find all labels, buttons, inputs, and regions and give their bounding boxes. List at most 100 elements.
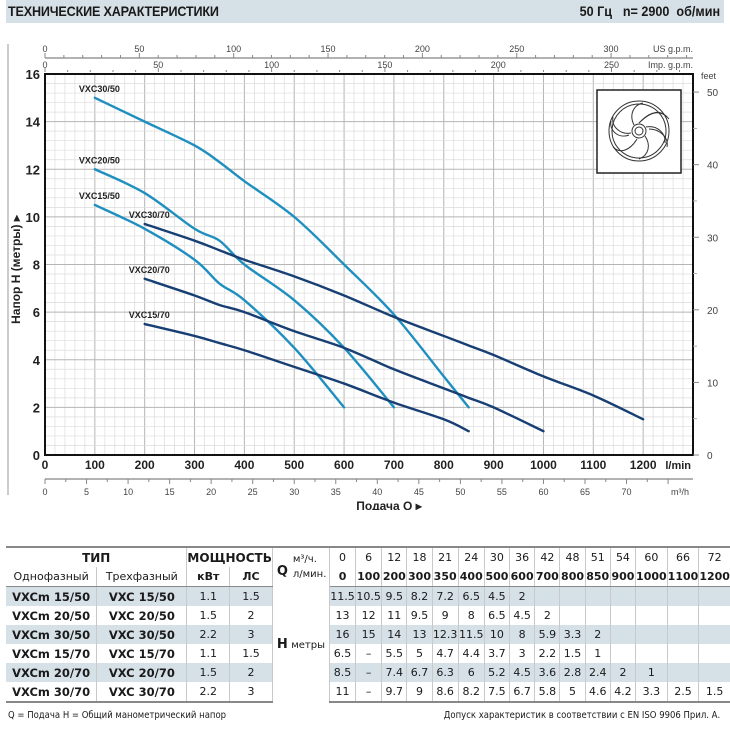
curve-label: VXC20/70 (129, 265, 170, 275)
head-value: 13 (329, 606, 357, 625)
head-value: 9.5 (406, 606, 433, 625)
q-m3h-value: 18 (406, 546, 433, 567)
feet-tick-label: 0 (707, 451, 713, 462)
curve-label: VXC20/50 (79, 155, 120, 165)
power-kw: 1.5 (186, 606, 231, 625)
x-tick-label: 900 (484, 458, 504, 472)
q-lmin-value: 800 (559, 567, 586, 587)
single-phase-model: VXCm 20/50 (6, 606, 98, 625)
q-m3h-value: 12 (381, 546, 408, 567)
table-row: VXCm 30/50 VXC 30/50 2.2 3 16 15 14 13 12.3 11.5 1… (6, 625, 730, 644)
q-lmin-value: 200 (381, 567, 408, 587)
us-gpm-tick-label: 50 (134, 44, 144, 54)
table-row: VXCm 15/70 VXC 15/70 1.1 1.5 6.5–5.5 5 4.7 4.4 3… (6, 644, 730, 663)
head-value: 6.5 (458, 586, 485, 606)
head-value: 5 (559, 682, 586, 703)
power-hp: 1.5 (229, 586, 273, 606)
head-value: 8.5 (329, 663, 357, 682)
m3h-tick-label: 50 (455, 487, 465, 497)
head-value: 2 (610, 663, 637, 682)
x-tick-label: 1000 (530, 458, 557, 472)
x-tick-label: 100 (85, 458, 105, 472)
us-gpm-unit-label: US g.p.m. (653, 44, 693, 54)
head-value: 9.7 (381, 682, 408, 703)
imp-gpm-tick-label: 200 (491, 60, 506, 70)
footer-legend: Q = Подача H = Общий манометрический нап… (8, 710, 227, 721)
head-value: 6.7 (406, 663, 433, 682)
power-hp: 2 (229, 606, 273, 625)
head-value: 11 (329, 682, 357, 703)
head-value: 9.5 (381, 586, 408, 606)
head-value (667, 625, 700, 644)
us-gpm-tick-label: 200 (415, 44, 430, 54)
q-m3h-value: 54 (610, 546, 637, 567)
q-label: Q (276, 564, 288, 580)
power-hp: 3 (229, 682, 273, 703)
us-gpm-tick-label: 150 (321, 44, 336, 54)
head-value: 3 (509, 644, 536, 663)
head-value: 5.9 (534, 625, 561, 644)
y-tick-label: 16 (26, 67, 40, 82)
head-value (698, 586, 730, 606)
q-unit-lmin: л/мин. (292, 569, 327, 581)
power-hp: 1.5 (229, 644, 273, 663)
q-lmin-value: 300 (406, 567, 433, 587)
head-value: 9 (432, 606, 459, 625)
head-value: 6.5 (329, 644, 357, 663)
q-lmin-value: 500 (484, 567, 511, 587)
chart-series (93, 96, 645, 433)
head-value (610, 625, 637, 644)
m3h-tick-label: 15 (165, 487, 175, 497)
three-phase-model: VXC 15/50 (96, 586, 188, 606)
head-value (610, 644, 637, 663)
head-value: 6.7 (509, 682, 536, 703)
head-value: 3.3 (559, 625, 586, 644)
head-value: 11.5 (458, 625, 485, 644)
us-gpm-tick-label: 300 (604, 44, 619, 54)
head-value (699, 644, 730, 663)
y-tick-label: 0 (33, 448, 40, 463)
x-tick-label: 700 (384, 458, 404, 472)
head-value (667, 586, 700, 606)
head-value: 8.2 (458, 682, 485, 703)
power-kw: 2.2 (186, 625, 231, 644)
curve-label: VXC30/50 (79, 84, 120, 94)
q-m3h-value: 72 (698, 546, 730, 567)
head-value: 5.8 (534, 682, 561, 703)
us-gpm-tick-label: 100 (226, 44, 241, 54)
head-value: 3.6 (534, 663, 561, 682)
single-phase-model: VXCm 15/50 (6, 586, 98, 606)
head-value: 4.5 (509, 663, 536, 682)
head-value: 2.5 (667, 682, 700, 703)
q-m3h-value: 66 (667, 546, 700, 567)
table-row: VXCm 30/70 VXC 30/70 2.2 3 11–9.7 9 8.6 8.2 7.5 6… (6, 682, 730, 703)
three-phase-model: VXC 30/70 (96, 682, 188, 703)
head-value: – (355, 663, 383, 682)
power-hp: 2 (229, 663, 273, 682)
head-value (698, 625, 730, 644)
feet-tick-label: 40 (707, 161, 719, 172)
x-tick-label: 1200 (630, 458, 657, 472)
head-value: 9 (406, 682, 433, 703)
x-unit-label: l/min (665, 460, 691, 472)
head-value (635, 625, 668, 644)
head-value (610, 606, 637, 625)
head-value: 3.7 (484, 644, 511, 663)
q-m3h-value: 0 (329, 546, 357, 567)
curve-label: VXC15/70 (129, 310, 170, 320)
m3h-tick-label: 10 (123, 487, 133, 497)
curve-vxc20-70 (143, 277, 545, 433)
x-axis-title: Подача Q ▸ (356, 499, 422, 510)
q-lmin-value: 400 (458, 567, 485, 587)
head-value: 8 (509, 625, 536, 644)
single-phase-model: VXCm 30/70 (6, 682, 98, 703)
head-value: 2.2 (534, 644, 561, 663)
feet-tick-label: 50 (707, 88, 719, 99)
head-value: 5.5 (381, 644, 408, 663)
single-phase-header: Однофазный (6, 567, 98, 587)
q-lmin-value: 1000 (635, 567, 668, 587)
head-value: 8.6 (432, 682, 459, 703)
page-title: ТЕХНИЧЕСКИЕ ХАРАКТЕРИСТИКИ (8, 3, 219, 19)
head-value: 2 (534, 606, 561, 625)
